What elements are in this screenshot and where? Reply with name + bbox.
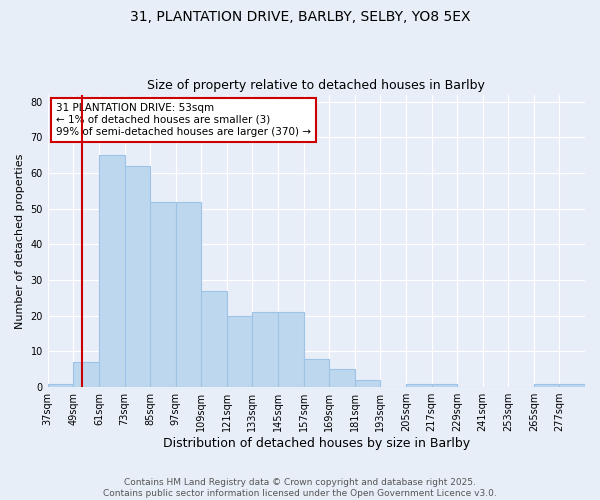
Bar [227, 316, 253, 387]
Bar [304, 358, 329, 387]
X-axis label: Distribution of detached houses by size in Barlby: Distribution of detached houses by size … [163, 437, 470, 450]
Bar [559, 384, 585, 387]
Text: Contains HM Land Registry data © Crown copyright and database right 2025.
Contai: Contains HM Land Registry data © Crown c… [103, 478, 497, 498]
Bar [534, 384, 559, 387]
Y-axis label: Number of detached properties: Number of detached properties [15, 153, 25, 328]
Bar [48, 384, 73, 387]
Bar [176, 202, 201, 387]
Bar [99, 155, 125, 387]
Text: 31, PLANTATION DRIVE, BARLBY, SELBY, YO8 5EX: 31, PLANTATION DRIVE, BARLBY, SELBY, YO8… [130, 10, 470, 24]
Bar [253, 312, 278, 387]
Bar [329, 369, 355, 387]
Bar [125, 166, 150, 387]
Bar [73, 362, 99, 387]
Bar [150, 202, 176, 387]
Bar [201, 291, 227, 387]
Bar [431, 384, 457, 387]
Text: 31 PLANTATION DRIVE: 53sqm
← 1% of detached houses are smaller (3)
99% of semi-d: 31 PLANTATION DRIVE: 53sqm ← 1% of detac… [56, 104, 311, 136]
Bar [406, 384, 431, 387]
Bar [355, 380, 380, 387]
Bar [278, 312, 304, 387]
Title: Size of property relative to detached houses in Barlby: Size of property relative to detached ho… [148, 79, 485, 92]
